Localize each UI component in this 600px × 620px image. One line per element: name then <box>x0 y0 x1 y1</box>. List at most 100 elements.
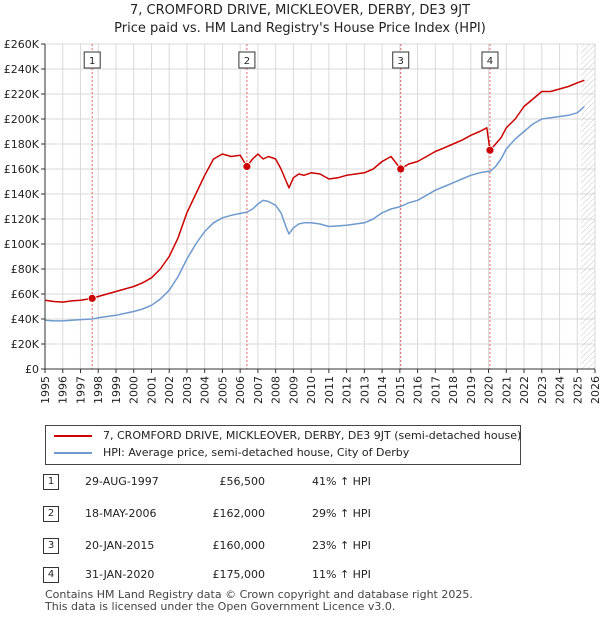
gridlines <box>44 43 596 370</box>
chart-title: 7, CROMFORD DRIVE, MICKLEOVER, DERBY, DE… <box>0 2 600 38</box>
sale-date: 31-JAN-2020 <box>85 568 155 581</box>
x-tick-label: 2000 <box>128 376 141 404</box>
forecast-region <box>580 44 595 369</box>
x-tick-label: 2021 <box>500 376 513 404</box>
sale-price: £56,500 <box>219 475 266 488</box>
sale-label-box <box>481 51 499 69</box>
sale-price: £162,000 <box>212 507 266 520</box>
x-tick-label: 2007 <box>252 376 265 404</box>
x-tick-label: 2022 <box>518 376 531 404</box>
x-tick-label: 2017 <box>429 376 442 404</box>
legend-label-hpi: HPI: Average price, semi-detached house,… <box>103 446 410 459</box>
sale-point <box>485 145 495 155</box>
y-tick-label: £120K <box>4 213 40 226</box>
sale-point <box>87 293 97 303</box>
price-chart: 1 2 3 4 £0 £20K £40K £60K £80K £100K £120K £140K £1… <box>4 38 600 404</box>
sale-row: 4 31-JAN-2020 £175,000 11% ↑ HPI <box>0 565 600 585</box>
x-tick-label: 1999 <box>110 376 123 404</box>
y-tick-label: £240K <box>4 63 40 76</box>
x-tick-label: 1996 <box>57 376 70 404</box>
x-tick-label: 2016 <box>412 376 425 404</box>
sale-price: £175,000 <box>212 568 266 581</box>
x-tick-label: 2013 <box>358 376 371 404</box>
series-lines <box>44 79 585 322</box>
sale-number-badge: 1 <box>43 474 59 490</box>
y-tick-label: £80K <box>11 263 40 276</box>
sale-date: 20-JAN-2015 <box>85 539 155 552</box>
sale-point <box>242 162 252 171</box>
footer-attribution: Contains HM Land Registry data © Crown c… <box>45 589 473 613</box>
sale-point <box>396 164 406 174</box>
x-tick-label: 2023 <box>536 376 549 404</box>
x-tick-label: 1998 <box>92 376 105 404</box>
y-tick-label: £20K <box>11 338 40 351</box>
x-tick-label: 1995 <box>39 376 52 404</box>
sale-number-badge: 4 <box>43 567 59 583</box>
sale-hpi-change: 11% ↑ HPI <box>312 568 371 581</box>
x-tick-label: 2014 <box>376 376 389 404</box>
sale-hpi-change: 23% ↑ HPI <box>312 539 371 552</box>
legend-swatch-property <box>54 435 92 437</box>
x-tick-label: 2001 <box>145 376 158 404</box>
sale-row: 1 29-AUG-1997 £56,500 41% ↑ HPI <box>0 472 600 492</box>
sale-label-box <box>392 51 410 69</box>
sale-label-number: 1 <box>89 56 95 67</box>
x-tick-label: 2003 <box>181 376 194 404</box>
legend: 7, CROMFORD DRIVE, MICKLEOVER, DERBY, DE… <box>45 425 521 465</box>
forecast-shade <box>580 44 595 369</box>
x-tick-label: 2008 <box>270 376 283 404</box>
y-tick-label: £0 <box>25 363 39 376</box>
sale-points <box>87 145 495 303</box>
legend-swatch-hpi <box>54 452 92 454</box>
sale-label-number: 2 <box>244 56 250 67</box>
legend-label-property: 7, CROMFORD DRIVE, MICKLEOVER, DERBY, DE… <box>103 429 522 442</box>
y-tick-label: £60K <box>11 288 40 301</box>
sale-label-box <box>83 51 101 69</box>
x-tick-label: 2015 <box>394 376 407 404</box>
property-price-line <box>44 79 585 303</box>
y-tick-label: £260K <box>4 38 40 51</box>
y-tick-label: £100K <box>4 238 40 251</box>
sale-number-badge: 3 <box>43 538 59 554</box>
legend-item-property: 7, CROMFORD DRIVE, MICKLEOVER, DERBY, DE… <box>54 428 521 444</box>
sale-label-number: 3 <box>398 56 404 67</box>
sale-number-badge: 2 <box>43 506 59 522</box>
footer-line-1: Contains HM Land Registry data © Crown c… <box>45 588 473 601</box>
x-tick-label: 2024 <box>554 376 567 404</box>
x-tick-label: 2005 <box>216 376 229 404</box>
hpi-line <box>44 105 585 322</box>
x-tick-label: 2009 <box>287 376 300 404</box>
x-tick-label: 2012 <box>341 376 354 404</box>
y-tick-label: £200K <box>4 113 40 126</box>
y-tick-label: £140K <box>4 188 40 201</box>
y-tick-label: £220K <box>4 88 40 101</box>
legend-item-hpi: HPI: Average price, semi-detached house,… <box>54 445 409 461</box>
sale-label-box <box>238 51 256 69</box>
y-tick-label: £180K <box>4 138 40 151</box>
sale-date: 29-AUG-1997 <box>85 475 159 488</box>
sale-row: 3 20-JAN-2015 £160,000 23% ↑ HPI <box>0 536 600 556</box>
axes: £0 £20K £40K £60K £80K £100K £120K £140K £160K £1… <box>4 38 600 404</box>
sale-row: 2 18-MAY-2006 £162,000 29% ↑ HPI <box>0 504 600 524</box>
x-tick-label: 2018 <box>447 376 460 404</box>
x-tick-label: 2004 <box>199 376 212 404</box>
x-tick-label: 2019 <box>465 376 478 404</box>
sale-hpi-change: 41% ↑ HPI <box>312 475 371 488</box>
sale-price: £160,000 <box>212 539 266 552</box>
footer-line-2: This data is licensed under the Open Gov… <box>45 600 396 613</box>
x-tick-label: 2011 <box>323 376 336 404</box>
sale-hpi-change: 29% ↑ HPI <box>312 507 371 520</box>
y-tick-label: £160K <box>4 163 40 176</box>
x-tick-label: 2020 <box>483 376 496 404</box>
title-line-1: 7, CROMFORD DRIVE, MICKLEOVER, DERBY, DE… <box>129 3 471 18</box>
sale-date: 18-MAY-2006 <box>85 507 157 520</box>
x-tick-label: 2006 <box>234 376 247 404</box>
x-tick-label: 2010 <box>305 376 318 404</box>
x-tick-label: 2025 <box>571 376 584 404</box>
x-tick-label: 1997 <box>74 376 87 404</box>
y-tick-label: £40K <box>11 313 40 326</box>
sale-label-number: 4 <box>487 56 493 67</box>
title-line-2: Price paid vs. HM Land Registry's House … <box>114 21 486 36</box>
x-tick-label: 2002 <box>163 376 176 404</box>
x-tick-label: 2026 <box>589 376 600 404</box>
